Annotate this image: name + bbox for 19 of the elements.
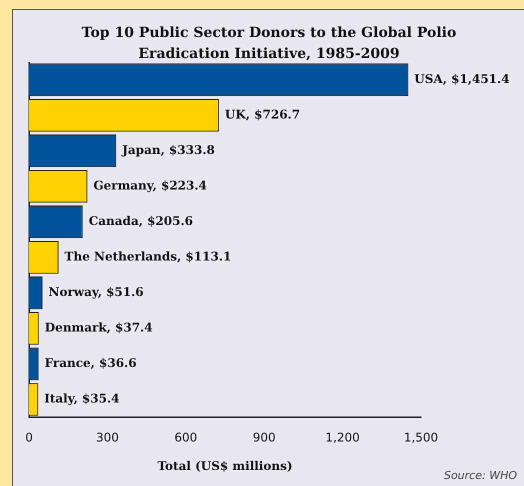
source-note: Source: WHO (444, 469, 517, 482)
category-label: Germany, $223.4 (93, 178, 207, 192)
chart-title: Top 10 Public Sector Donors to the Global Polio Eradication Initiative, 1985-2009 (80, 24, 458, 64)
category-label: Italy, $35.4 (44, 392, 120, 406)
x-tick-label: 900 (252, 430, 276, 445)
category-label: The Netherlands, $113.1 (64, 249, 232, 264)
category-label: France, $36.6 (44, 356, 137, 370)
category-label: UK, $726.7 (224, 107, 300, 122)
category-label: Denmark, $37.4 (44, 320, 153, 335)
x-tick-label: 0 (25, 430, 33, 445)
x-axis-title: Total (US$ millions) (157, 458, 293, 473)
x-tick-label: 300 (96, 430, 119, 445)
x-tick-label: 1,200 (325, 430, 360, 445)
category-label: Norway, $51.6 (48, 285, 144, 300)
category-label: Canada, $205.6 (88, 214, 194, 228)
x-tick-label: 1,500 (404, 430, 438, 445)
x-tick-label: 600 (174, 430, 198, 445)
category-label: Japan, $333.8 (122, 142, 215, 157)
category-label: USA, $1,451.4 (414, 72, 510, 86)
